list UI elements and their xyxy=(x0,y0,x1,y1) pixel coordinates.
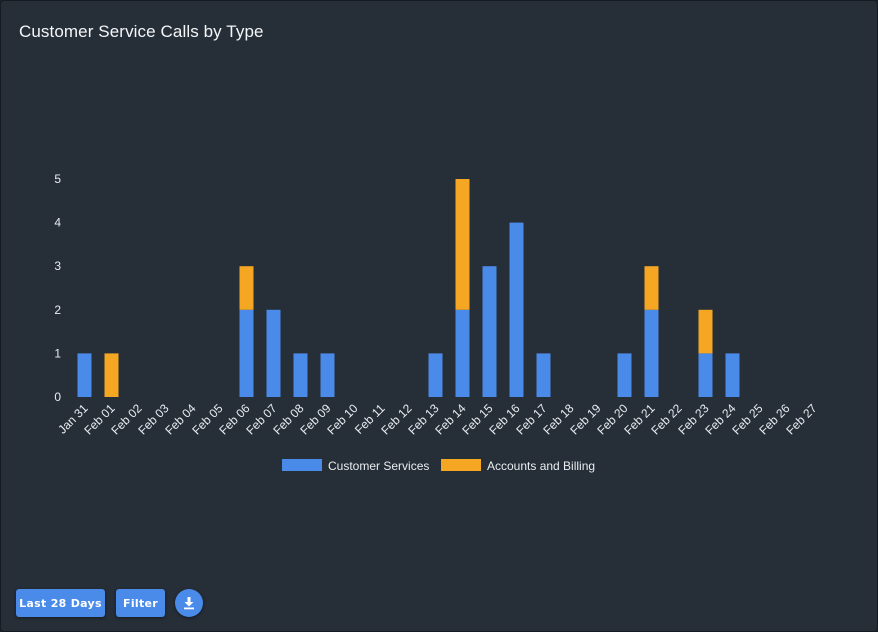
bar-accounts-billing[interactable] xyxy=(104,353,119,397)
bar-customer-services[interactable] xyxy=(320,353,335,397)
download-icon xyxy=(184,597,194,610)
legend-swatch xyxy=(282,459,322,471)
legend-swatch xyxy=(441,459,481,471)
legend-label: Accounts and Billing xyxy=(487,459,595,473)
bar-customer-services[interactable] xyxy=(77,353,92,397)
y-tick-label: 1 xyxy=(54,346,61,360)
legend[interactable]: Customer Services Accounts and Billing xyxy=(282,459,595,473)
bar-accounts-billing[interactable] xyxy=(455,179,470,310)
bar-customer-services[interactable] xyxy=(509,222,524,397)
y-tick-label: 5 xyxy=(54,172,61,186)
filter-button[interactable]: Filter xyxy=(116,589,165,617)
x-tick-label: Feb 10 xyxy=(324,401,361,438)
bar-customer-services[interactable] xyxy=(428,353,443,397)
bars xyxy=(77,179,740,397)
legend-item[interactable]: Customer Services xyxy=(282,459,429,473)
y-axis: 0 1 2 3 4 5 xyxy=(54,172,61,404)
bar-customer-services[interactable] xyxy=(239,309,254,397)
legend-item[interactable]: Accounts and Billing xyxy=(441,459,595,473)
bar-accounts-billing[interactable] xyxy=(644,266,659,310)
y-tick-label: 4 xyxy=(54,216,61,230)
bar-customer-services[interactable] xyxy=(725,353,740,397)
bar-customer-services[interactable] xyxy=(482,266,497,397)
bar-customer-services[interactable] xyxy=(644,309,659,397)
bar-customer-services[interactable] xyxy=(698,353,713,397)
x-tick-label: Feb 27 xyxy=(783,401,820,438)
chart-title: Customer Service Calls by Type xyxy=(19,22,264,41)
bar-customer-services[interactable] xyxy=(266,309,281,397)
bar-customer-services[interactable] xyxy=(455,309,470,397)
y-tick-label: 2 xyxy=(54,303,61,317)
last-28-days-button[interactable]: Last 28 Days xyxy=(16,589,105,617)
y-tick-label: 3 xyxy=(54,259,61,273)
bar-accounts-billing[interactable] xyxy=(239,266,254,310)
bar-customer-services[interactable] xyxy=(536,353,551,397)
download-button[interactable] xyxy=(175,589,203,617)
y-tick-label: 0 xyxy=(54,390,61,404)
bar-customer-services[interactable] xyxy=(293,353,308,397)
bar-customer-services[interactable] xyxy=(617,353,632,397)
bar-accounts-billing[interactable] xyxy=(698,309,713,354)
legend-label: Customer Services xyxy=(328,459,429,473)
